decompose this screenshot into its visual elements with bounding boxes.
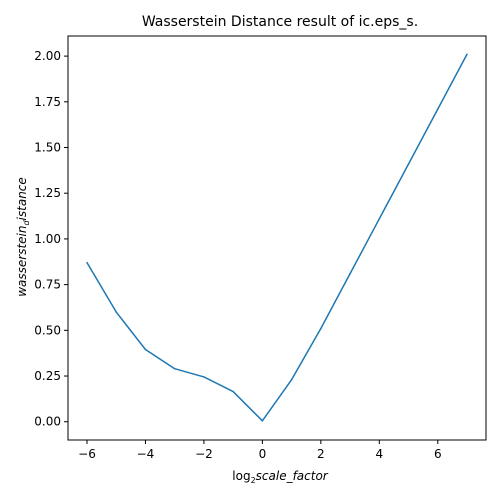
data-point <box>174 368 176 370</box>
data-point <box>466 54 468 56</box>
x-axis: −6 −4 −2 0 2 4 6 <box>78 440 441 461</box>
plot-frame <box>68 36 486 440</box>
y-axis-label: wassersteindistance <box>15 177 31 297</box>
data-point <box>291 379 293 381</box>
x-tick-label: −2 <box>195 447 213 461</box>
series-line <box>87 54 467 421</box>
x-tick-label: 2 <box>317 447 325 461</box>
y-axis-label-suffix: istance <box>15 177 29 220</box>
x-axis-label: log2scale_factor <box>232 469 329 485</box>
data-point <box>232 391 234 393</box>
y-tick-label: 1.00 <box>34 232 61 246</box>
data-point <box>408 163 410 165</box>
x-tick-label: 0 <box>259 447 267 461</box>
y-tick-label: 1.50 <box>34 141 61 155</box>
x-axis-label-main: scale_factor <box>256 469 329 483</box>
y-tick-label: 2.00 <box>34 49 61 63</box>
y-tick-label: 1.25 <box>34 186 61 200</box>
data-point <box>145 349 147 351</box>
y-axis: 0.00 0.25 0.50 0.75 1.00 1.25 1.50 1.75 2.00 <box>34 49 68 429</box>
plot-area: −6 −4 −2 0 2 4 6 0.00 0.25 0.50 0.75 1.00 1.25 1.50 1… <box>34 36 486 461</box>
data-point <box>349 273 351 275</box>
data-point <box>320 328 322 330</box>
chart-title: Wasserstein Distance result of ic.eps_s. <box>142 14 418 30</box>
y-tick-label: 0.50 <box>34 323 61 337</box>
data-point <box>86 262 88 264</box>
series-group <box>86 54 468 422</box>
y-tick-label: 1.75 <box>34 95 61 109</box>
y-tick-label: 0.75 <box>34 278 61 292</box>
x-tick-label: 6 <box>434 447 442 461</box>
x-axis-label-prefix: log <box>232 469 250 483</box>
x-tick-label: 4 <box>375 447 383 461</box>
data-point <box>437 108 439 110</box>
data-point <box>262 420 264 422</box>
data-point <box>379 218 381 220</box>
y-axis-label-main: wasserstein <box>15 226 29 297</box>
data-point <box>203 376 205 378</box>
y-tick-label: 0.00 <box>34 415 61 429</box>
x-tick-label: −6 <box>78 447 96 461</box>
x-tick-label: −4 <box>137 447 155 461</box>
data-point <box>115 311 117 313</box>
y-tick-label: 0.25 <box>34 369 61 383</box>
